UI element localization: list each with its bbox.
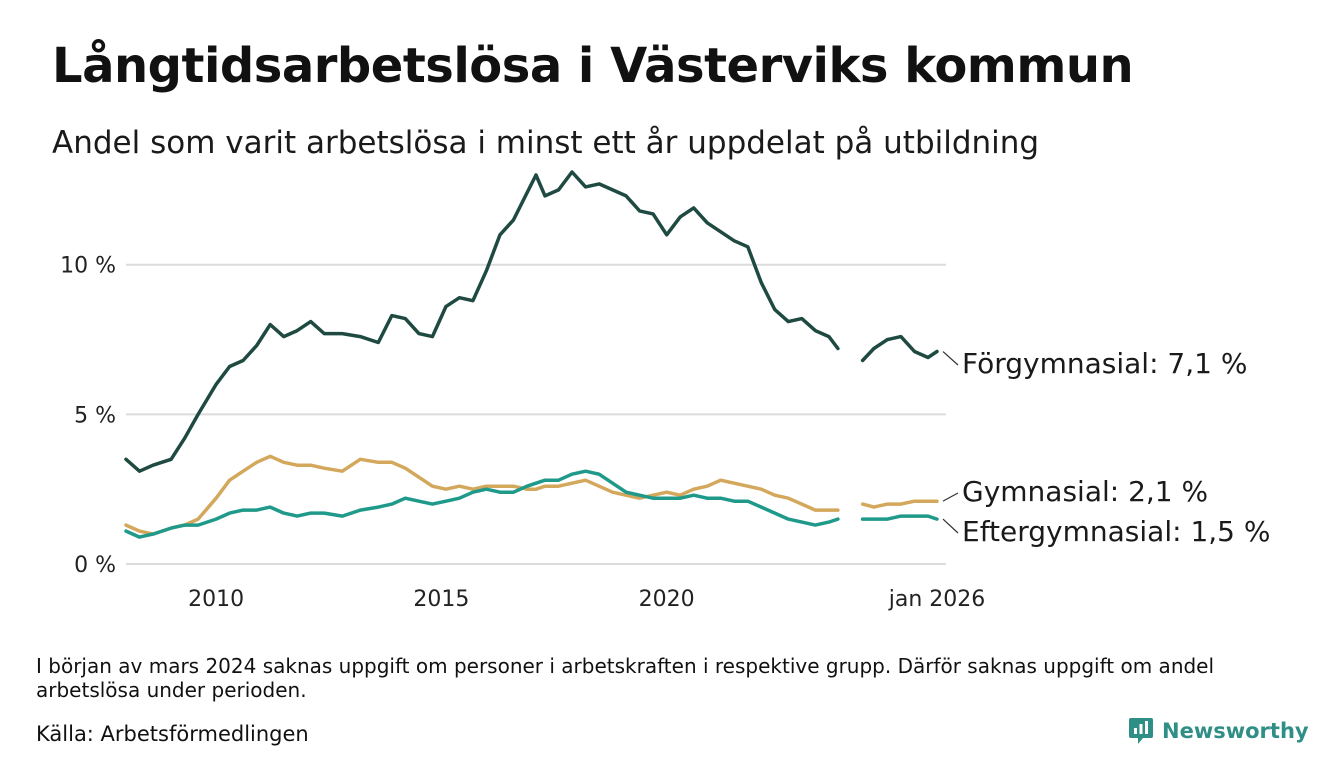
x-tick-label: 2015 [413,587,469,612]
series-line-eftergymnasial [860,514,939,521]
chart-title: Långtidsarbetslösa i Västerviks kommun [52,38,1134,94]
series-label: Förgymnasial: 7,1 % [962,347,1247,380]
y-tick-label: 5 % [74,403,116,428]
source-note: Källa: Arbetsförmedlingen [36,722,309,746]
x-axis: 2010 2015 2020 jan 2026 [188,587,985,612]
chart-subtitle: Andel som varit arbetslösa i minst ett å… [52,125,1040,161]
y-axis: 0 % 5 % 10 % [60,254,116,578]
series-label: Eftergymnasial: 1,5 % [962,515,1270,548]
x-tick-label: 2010 [188,587,244,612]
series-line-gymnasial [124,454,840,536]
grid-layer [126,263,946,565]
footnote: I början av mars 2024 saknas uppgift om … [36,654,1215,702]
x-tick-label: jan 2026 [888,587,986,612]
series-line-eftergymnasial [124,469,840,539]
series-line-förgymnasial [860,334,939,363]
leader-line [942,351,959,366]
line-chart: 0 % 5 % 10 % 2010 2015 2020 jan 2026 Förgymna… [60,170,1270,612]
brand-name: Newsworthy [1162,719,1309,743]
series-line-förgymnasial [124,170,840,473]
series-line-gymnasial [860,499,939,509]
brand-logo: Newsworthy [1128,716,1309,746]
series-labels: Förgymnasial: 7,1 % Gymnasial: 2,1 % Efter… [942,347,1270,548]
x-tick-label: 2020 [639,587,695,612]
y-tick-label: 0 % [74,553,116,578]
y-tick-label: 10 % [60,254,116,279]
leader-line [942,492,959,502]
newsworthy-logo-icon [1129,718,1153,744]
leader-line [942,518,959,534]
series-label: Gymnasial: 2,1 % [962,475,1208,508]
series-layer [124,170,939,539]
